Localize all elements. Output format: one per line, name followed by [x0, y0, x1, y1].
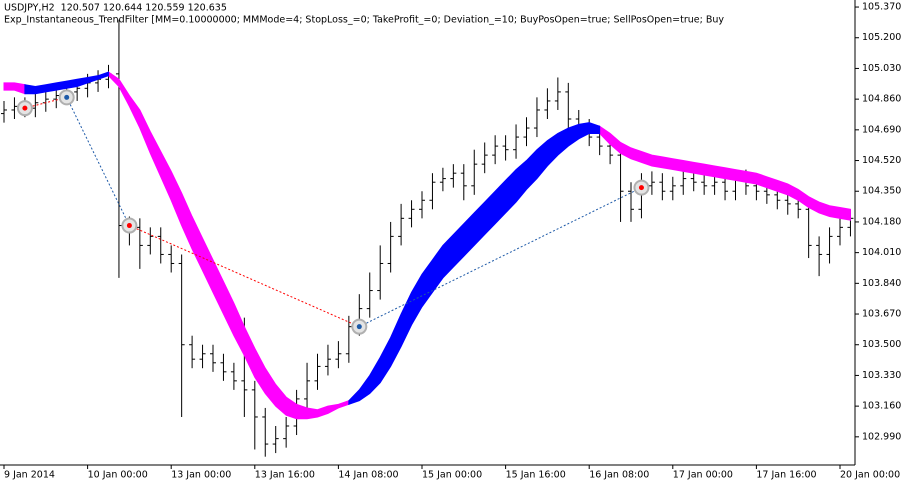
x-tick-label: 10 Jan 00:00 — [88, 470, 148, 481]
ohlc-bar — [136, 218, 143, 269]
trade-point — [638, 185, 644, 191]
y-tick-label: 104.350 — [862, 186, 901, 197]
ohlc-bar — [617, 146, 624, 222]
trade-point — [22, 105, 28, 111]
y-tick-label: 104.860 — [862, 94, 901, 105]
ohlc-bar — [220, 353, 227, 381]
x-tick-label: 17 Jan 00:00 — [673, 470, 733, 481]
ohlc-bar — [481, 142, 488, 174]
x-tick-label: 14 Jan 08:00 — [338, 470, 398, 481]
ohlc-bar — [648, 171, 655, 195]
chart-title: USDJPY,H2 120.507 120.644 120.559 120.63… — [4, 3, 227, 14]
y-tick-label: 102.990 — [862, 431, 901, 442]
y-tick-label: 104.520 — [862, 155, 901, 166]
y-tick-label: 105.030 — [862, 63, 901, 74]
x-tick-label: 13 Jan 16:00 — [255, 470, 315, 481]
y-tick-label: 103.670 — [862, 309, 901, 320]
ohlc-bar — [533, 97, 540, 138]
ohlc-bar — [157, 227, 164, 264]
ohlc-bar — [230, 362, 237, 390]
y-tick-label: 104.010 — [862, 247, 901, 258]
ohlc-bar — [523, 117, 530, 147]
ohlc-bar — [565, 82, 572, 129]
y-tick-label: 104.180 — [862, 216, 901, 227]
ohlc-bar — [701, 173, 708, 195]
x-tick-label: 15 Jan 16:00 — [506, 470, 566, 481]
y-tick-label: 103.840 — [862, 278, 901, 289]
ohlc-bar — [189, 335, 196, 369]
trade-marker — [58, 89, 75, 106]
ohlc-bar — [251, 380, 258, 450]
trade-connector — [359, 187, 642, 328]
ohlc-bar — [837, 218, 843, 246]
ohlc-bar — [826, 227, 833, 264]
ohlc-bar — [460, 164, 467, 201]
y-tick-label: 104.690 — [862, 124, 901, 135]
ohlc-bar — [408, 200, 415, 228]
x-tick-label: 20 Jan 00:00 — [840, 470, 900, 481]
trade-point — [356, 324, 362, 330]
ohlc-bar — [513, 124, 520, 159]
ohlc-bar — [304, 362, 311, 408]
ohlc-bar — [669, 176, 676, 201]
ohlc-bar — [377, 245, 384, 300]
ohlc-bar — [554, 77, 561, 110]
y-tick-label: 103.500 — [862, 339, 901, 350]
ohlc-bar — [314, 353, 321, 390]
trade-point — [64, 94, 70, 100]
ohlc-bar — [210, 344, 216, 372]
x-tick-label: 16 Jan 08:00 — [589, 470, 649, 481]
band-area — [348, 122, 601, 406]
ohlc-bar — [1, 100, 7, 123]
ohlc-bar — [450, 164, 457, 188]
x-tick-label: 17 Jan 16:00 — [756, 470, 816, 481]
ohlc-bar — [11, 97, 18, 120]
band-area — [599, 125, 851, 221]
ohlc-bar — [419, 191, 425, 219]
header: USDJPY,H2 120.507 120.644 120.559 120.63… — [4, 3, 724, 26]
trade-marker — [633, 179, 650, 196]
trade-connector — [24, 96, 67, 109]
x-tick-label: 15 Jan 00:00 — [422, 470, 482, 481]
trade-connector — [129, 225, 360, 328]
chart-subtitle: Exp_Instantaneous_TrendFilter [MM=0.1000… — [4, 15, 724, 26]
ohlc-bar — [178, 254, 185, 417]
x-tick-label: 13 Jan 00:00 — [171, 470, 231, 481]
ohlc-bar — [366, 272, 373, 318]
trade-marker — [351, 318, 368, 335]
y-tick-label: 105.200 — [862, 32, 901, 43]
ohlc-bar — [492, 135, 499, 165]
x-tick-label: 9 Jan 2014 — [4, 470, 55, 481]
ohlc-bar — [324, 344, 331, 376]
ohlc-bar — [805, 200, 812, 259]
y-tick-label: 103.330 — [862, 370, 901, 381]
ohlc-bar — [283, 416, 290, 448]
ohlc-bar — [335, 341, 342, 369]
y-tick-label: 103.160 — [862, 401, 901, 412]
ohlc-bar — [398, 203, 405, 246]
plot-area — [1, 19, 854, 457]
ohlc-bar — [659, 173, 666, 201]
ohlc-bar — [680, 169, 687, 195]
trade-marker — [121, 217, 138, 234]
ohlc-bar — [816, 236, 823, 277]
ohlc-bar — [199, 344, 206, 369]
trade-point — [126, 223, 132, 229]
ohlc-bar — [628, 182, 634, 222]
ohlc-bar — [262, 407, 269, 457]
band-area — [24, 71, 109, 95]
ohlc-bar — [544, 88, 551, 120]
ohlc-bar — [502, 135, 509, 161]
ohlc-bar — [272, 425, 279, 454]
ohlc-bar — [168, 245, 175, 273]
ohlc-bar — [439, 167, 446, 192]
ohlc-bar — [471, 149, 478, 195]
ohlc-bar — [387, 221, 394, 273]
y-tick-label: 105.370 — [862, 2, 901, 13]
trade-marker — [16, 100, 33, 117]
ohlc-bar — [429, 173, 436, 210]
